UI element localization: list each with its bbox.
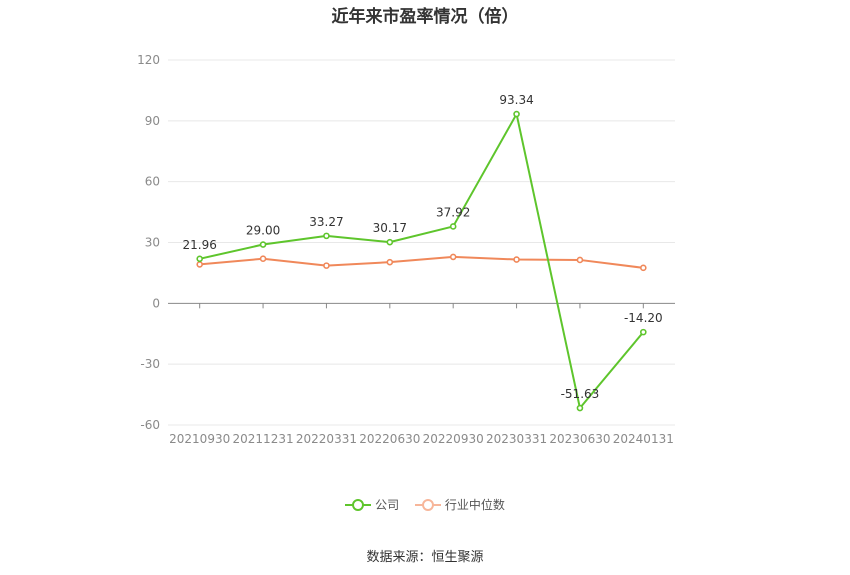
data-point-industry-median — [513, 256, 520, 263]
data-point-company — [196, 255, 203, 263]
axes: 120 90 60 30 0 -30 -60 20210930 20211231 20220331… — [137, 53, 675, 446]
series-lines — [196, 110, 647, 412]
data-point-industry-median — [259, 255, 267, 263]
data-point-company — [640, 328, 647, 336]
series-line-company — [199, 113, 645, 410]
legend: 公司 行业中位数 — [0, 496, 850, 515]
data-label: 93.34 — [499, 93, 533, 107]
legend-label-company: 公司 — [375, 498, 400, 512]
y-tick-label: 60 — [145, 175, 160, 189]
x-tick-label: 20230630 — [549, 432, 610, 446]
data-label: 21.96 — [183, 238, 217, 252]
y-tick-label: -60 — [140, 418, 160, 432]
x-tick-label: 20220930 — [423, 432, 484, 446]
legend-label-industry-median: 行业中位数 — [444, 498, 505, 512]
data-point-company — [513, 110, 520, 118]
data-label: 29.00 — [246, 224, 280, 238]
series-line-industry-median — [199, 255, 644, 269]
data-label: 33.27 — [309, 215, 343, 229]
data-point-company — [259, 241, 267, 248]
source-note: 数据来源：恒生聚源 — [366, 550, 484, 565]
data-point-industry-median — [449, 253, 457, 261]
data-point-company — [323, 232, 330, 240]
y-tick-label: 90 — [145, 114, 160, 128]
x-tick-label: 20230331 — [486, 432, 547, 446]
data-label: 30.17 — [373, 221, 407, 235]
data-label: -51.63 — [561, 387, 600, 401]
x-tick-label: 20211231 — [233, 432, 294, 446]
data-point-industry-median — [386, 258, 394, 266]
data-label: 37.92 — [436, 205, 470, 219]
x-tick-label: 20240131 — [613, 432, 674, 446]
x-tick-label: 20220630 — [359, 432, 420, 446]
x-tick-label: 20220331 — [296, 432, 357, 446]
chart-title: 近年来市盈率情况（倍） — [331, 7, 519, 27]
legend-item-company[interactable]: 公司 — [345, 496, 399, 513]
x-tick-label: 20210930 — [169, 432, 230, 446]
data-labels: 21.96 29.00 33.27 30.17 37.92 93.34 -51.63 -14.… — [183, 93, 663, 401]
y-tick-label: 0 — [152, 296, 160, 310]
data-point-company — [576, 404, 584, 412]
line-chart: 120 90 60 30 0 -30 -60 20210930 20211231 20220331… — [137, 53, 675, 446]
data-point-industry-median — [576, 256, 584, 264]
legend-marker-company — [345, 498, 372, 512]
legend-marker-industry-median — [414, 498, 441, 512]
grid-lines — [168, 59, 675, 426]
data-label: -14.20 — [624, 311, 663, 325]
data-point-company — [449, 223, 457, 230]
legend-item-industry-median[interactable]: 行业中位数 — [414, 496, 505, 513]
data-point-industry-median — [640, 264, 647, 272]
y-tick-label: -30 — [140, 357, 160, 371]
data-point-industry-median — [323, 262, 330, 269]
y-tick-label: 120 — [137, 53, 160, 67]
data-point-company — [386, 238, 394, 246]
data-point-industry-median — [196, 261, 203, 268]
y-tick-label: 30 — [145, 236, 160, 250]
